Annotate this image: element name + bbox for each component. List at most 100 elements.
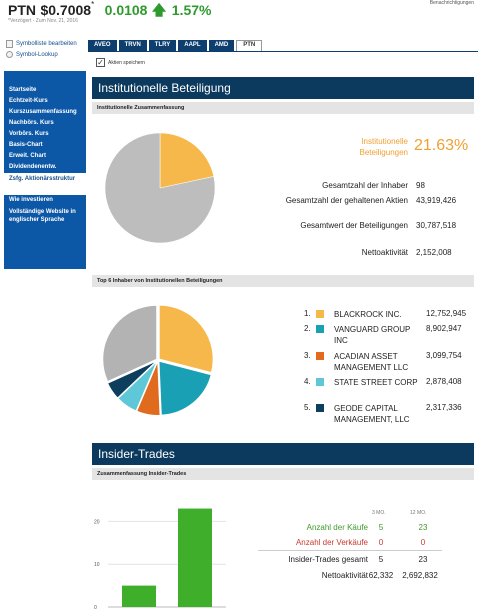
institutional-title: Institutionelle Beteiligung bbox=[92, 77, 474, 99]
holder-value: 8,902,947 bbox=[426, 324, 462, 333]
stat-row: Gesamtzahl der Inhaber 98 bbox=[260, 180, 472, 192]
insider-title: Insider-Trades bbox=[92, 443, 474, 465]
legend-swatch bbox=[316, 325, 324, 333]
tab-trvn[interactable]: TRVN bbox=[118, 40, 147, 51]
holder-name: GEODE CAPITAL MANAGEMENT, LLC bbox=[334, 404, 410, 424]
pie-slice bbox=[102, 304, 158, 383]
insider-val-3m: 62,332 bbox=[368, 571, 394, 580]
sidebar-item-basis-chart[interactable]: Basis-Chart bbox=[9, 142, 43, 148]
pie-slice bbox=[106, 360, 158, 399]
symbol-tabs: AVEO TRVN TLRY AAPL AMD PTN bbox=[88, 40, 263, 51]
sidebar-item-dividendenentw[interactable]: Dividendenentw. bbox=[9, 164, 57, 170]
alerts-link[interactable]: Benachrichtigungen bbox=[429, 0, 474, 6]
stat-row: Gesamtwert der Beteiligungen 30,787,518 bbox=[260, 220, 472, 244]
stat-value: 2,152,008 bbox=[416, 248, 452, 257]
insider-val-3m: 0 bbox=[378, 538, 384, 547]
up-arrow-icon: 🡅 bbox=[151, 2, 167, 18]
price-change: 0.0108 bbox=[104, 2, 148, 18]
stat-value: 98 bbox=[416, 181, 425, 190]
legend-swatch bbox=[316, 404, 324, 412]
sidebar-item-nachboers-kurs[interactable]: Nachbörs. Kurs bbox=[9, 120, 54, 126]
top-holders-header: Top 6 Inhaber von Institutionellen Betei… bbox=[92, 275, 474, 287]
stat-label: Gesamtzahl der gehaltenen Aktien bbox=[285, 196, 408, 205]
holder-name: BLACKROCK INC. bbox=[334, 310, 402, 319]
insider-val-12m: 0 bbox=[420, 538, 426, 547]
symbol-lookup-label: Symbol-Lookup bbox=[16, 51, 58, 58]
insider-row-net: Nettoaktivität 62,332 2,692,832 bbox=[258, 570, 470, 582]
stat-value: 43,919,426 bbox=[416, 196, 457, 205]
stat-label: Gesamtwert der Beteiligungen bbox=[300, 221, 408, 230]
insider-summary-header: Zusammenfassung Insider-Trades bbox=[92, 468, 474, 480]
stat-label: Gesamtzahl der Inhaber bbox=[322, 181, 408, 190]
sidebar-item-vorboers-kurs[interactable]: Vorbörs. Kurs bbox=[9, 131, 49, 137]
holder-row: 5. GEODE CAPITAL MANAGEMENT, LLC 2,317,3… bbox=[300, 403, 476, 427]
insider-row-buys: Anzahl der Käufe 5 23 bbox=[258, 522, 470, 534]
pie-slice bbox=[158, 360, 212, 416]
y-tick-label: 10 bbox=[94, 562, 100, 568]
price-change-pct: 1.57% bbox=[171, 2, 212, 18]
holder-value: 2,878,408 bbox=[426, 377, 462, 386]
insider-row-sells: Anzahl der Verkäufe 0 0 bbox=[258, 537, 470, 549]
insider-row-total: Insider-Trades gesamt 5 23 bbox=[258, 554, 470, 566]
sidebar-item-startseite[interactable]: Startseite bbox=[9, 87, 37, 93]
y-tick-label: 20 bbox=[94, 519, 100, 525]
pie-slice bbox=[159, 132, 215, 189]
pie-slice bbox=[117, 360, 158, 412]
price-mark: * bbox=[91, 0, 95, 9]
col-12m-header: 12 MO. bbox=[410, 510, 427, 516]
save-stocks-toggle[interactable]: ✓ Aktien speichern bbox=[96, 58, 145, 67]
stat-row: Nettoaktivität 2,152,008 bbox=[260, 247, 472, 259]
document-icon bbox=[6, 39, 13, 48]
ticker-symbol: PTN bbox=[8, 2, 36, 18]
sidebar-item-kurszusammenfassung[interactable]: Kurszusammenfassung bbox=[9, 109, 77, 115]
stat-value: 30,787,518 bbox=[416, 221, 457, 230]
symbol-links: Symbolliste bearbeiten Symbol-Lookup bbox=[6, 38, 77, 60]
sidebar-item-wie-investieren[interactable]: Wie investieren bbox=[9, 197, 53, 203]
tab-amd[interactable]: AMD bbox=[208, 40, 235, 51]
sidebar-item-echtzeit-kurs[interactable]: Echtzeit-Kurs bbox=[9, 98, 48, 104]
holder-value: 3,099,754 bbox=[426, 351, 462, 360]
pie-slice bbox=[158, 304, 214, 374]
institutional-pie bbox=[104, 132, 216, 244]
holder-row: 3. ACADIAN ASSET MANAGEMENT LLC 3,099,75… bbox=[300, 351, 476, 375]
legend-swatch bbox=[316, 352, 324, 360]
tab-aapl[interactable]: AAPL bbox=[178, 40, 207, 51]
tab-ptn[interactable]: PTN bbox=[236, 40, 263, 51]
insider-divider bbox=[258, 550, 442, 551]
stat-label: Nettoaktivität bbox=[361, 248, 408, 257]
tab-divider bbox=[88, 51, 478, 52]
holder-row: 4. STATE STREET CORP 2,878,408 bbox=[300, 377, 476, 401]
save-checkbox[interactable]: ✓ bbox=[96, 58, 105, 67]
insider-val-3m: 5 bbox=[378, 555, 384, 564]
symbol-lookup-link[interactable]: Symbol-Lookup bbox=[6, 49, 77, 60]
insider-row-label: Anzahl der Verkäufe bbox=[295, 538, 368, 547]
insider-val-12m: 23 bbox=[418, 523, 428, 532]
insider-row-label: Insider-Trades gesamt bbox=[288, 555, 368, 564]
edit-symbols-link[interactable]: Symbolliste bearbeiten bbox=[6, 38, 77, 49]
holder-name: STATE STREET CORP bbox=[334, 378, 418, 387]
insider-val-12m: 23 bbox=[418, 555, 428, 564]
holder-rank: 1. bbox=[304, 309, 311, 318]
holder-rank: 5. bbox=[304, 403, 311, 412]
tab-aveo[interactable]: AVEO bbox=[88, 40, 117, 51]
holder-rank: 2. bbox=[304, 324, 311, 333]
sidebar-nav: Startseite Echtzeit-Kurs Kurszusammenfas… bbox=[4, 71, 86, 269]
sidebar-item-englische-website[interactable]: Vollständige Website in englischer Sprac… bbox=[9, 209, 76, 223]
tab-tlry[interactable]: TLRY bbox=[148, 40, 177, 51]
pie-slice bbox=[136, 361, 161, 416]
top-holders-pie bbox=[102, 304, 214, 416]
holder-value: 12,752,945 bbox=[426, 309, 467, 318]
sidebar-item-erweit-chart[interactable]: Erweit. Chart bbox=[9, 153, 47, 159]
bar bbox=[178, 508, 212, 607]
quote-header: PTN $0.7008* 0.0108 🡅 1.57% bbox=[8, 0, 211, 18]
save-label: Aktien speichern bbox=[108, 59, 145, 66]
col-3m-header: 3 MO. bbox=[372, 510, 386, 516]
holder-row: 1. BLACKROCK INC. 12,752,945 bbox=[300, 309, 476, 333]
sidebar-item-aktionaersstruktur[interactable]: Zsfg. Aktionärsstruktur bbox=[4, 173, 86, 195]
last-price: $0.7008 bbox=[40, 2, 92, 18]
search-icon bbox=[6, 51, 13, 58]
insider-row-label: Anzahl der Käufe bbox=[306, 523, 368, 532]
legend-swatch bbox=[316, 310, 324, 318]
edit-symbols-label: Symbolliste bearbeiten bbox=[16, 40, 77, 47]
insider-val-12m: 2,692,832 bbox=[402, 571, 438, 580]
